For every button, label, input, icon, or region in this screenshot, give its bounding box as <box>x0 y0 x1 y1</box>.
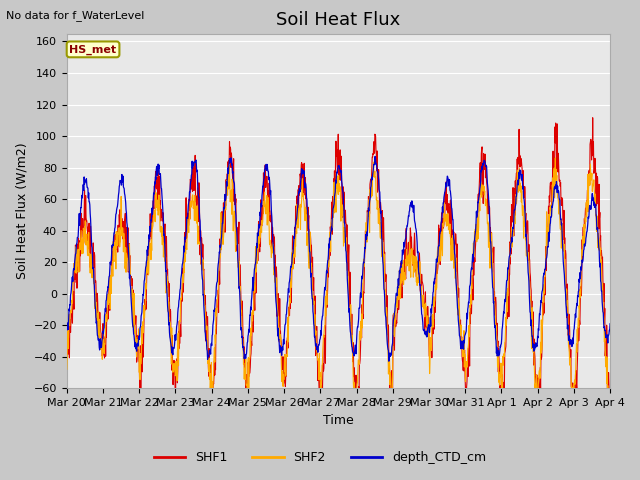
X-axis label: Time: Time <box>323 414 354 427</box>
Text: No data for f_WaterLevel: No data for f_WaterLevel <box>6 10 145 21</box>
Title: Soil Heat Flux: Soil Heat Flux <box>276 11 401 29</box>
Y-axis label: Soil Heat Flux (W/m2): Soil Heat Flux (W/m2) <box>15 143 28 279</box>
Legend: SHF1, SHF2, depth_CTD_cm: SHF1, SHF2, depth_CTD_cm <box>148 446 492 469</box>
Text: HS_met: HS_met <box>70 44 116 55</box>
